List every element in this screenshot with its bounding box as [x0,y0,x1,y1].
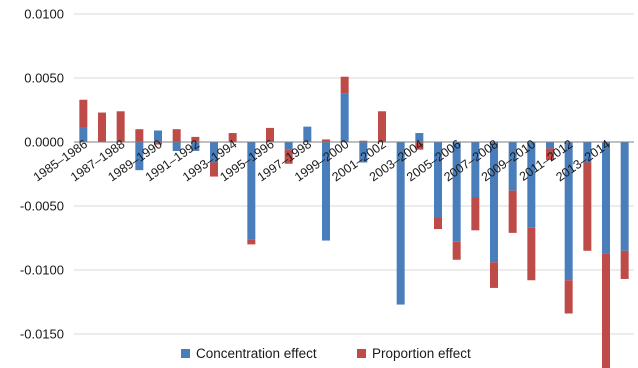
bar-concentration [508,142,517,191]
bar-proportion [378,111,386,142]
bar-concentration [79,127,88,142]
bar-proportion [471,197,480,231]
y-tick-label: -0.0150 [20,327,64,342]
bar-concentration [359,142,368,163]
bar-proportion [79,99,88,128]
bar-concentration [154,130,162,142]
y-tick-label: 0.0000 [24,135,64,150]
x-axis: 1985–19861987–19881989–19901991–19921993… [31,137,613,184]
bar-proportion [154,142,162,145]
bar-proportion [340,76,349,94]
bar-proportion [135,129,144,142]
y-tick-label: 0.0100 [24,7,64,22]
gridlines [74,13,634,335]
bar-concentration [210,142,218,163]
bar-proportion [434,217,442,230]
bar-proportion [284,149,293,164]
bar-proportion [415,142,424,150]
bar-concentration [322,142,330,241]
bar-concentration [303,126,312,142]
bar-proportion [508,190,517,233]
bar-proportion [359,140,368,142]
bar-proportion [191,136,200,142]
bar-concentration [434,142,442,218]
bar-concentration [564,142,573,281]
bar-concentration [247,142,256,240]
bar-concentration [415,133,424,142]
bar-concentration [490,142,498,263]
bar-concentration [396,142,405,305]
legend-label-proportion: Proportion effect [372,346,471,361]
legend-swatch-concentration [181,349,190,358]
y-axis: 0.0100 0.0050 0.0000 -0.0050 -0.0100 -0.0150 [20,7,64,342]
bar-proportion [172,129,181,142]
bar-concentration [620,142,629,251]
bar-proportion [546,148,554,160]
bar-proportion [564,280,573,314]
bar-proportion [266,127,274,142]
bar-concentration [602,142,610,254]
bars [79,76,629,368]
bar-proportion [602,253,610,368]
y-tick-label: -0.0050 [20,199,64,214]
bar-concentration [191,142,200,151]
bar-proportion [620,250,629,279]
bar-proportion [116,111,125,142]
bar-proportion [322,139,330,142]
bar-concentration [527,142,536,228]
bar-concentration [452,142,461,242]
bar-proportion [583,162,592,251]
bar-concentration [135,142,144,171]
bar-concentration [284,142,293,150]
bar-proportion [228,133,237,142]
bar-proportion [527,227,536,281]
bar-proportion [452,241,461,260]
legend: Concentration effect Proportion effect [181,346,471,361]
bar-proportion [210,162,218,177]
legend-swatch-proportion [357,349,366,358]
bar-concentration [172,142,181,151]
bar-concentration [471,142,480,198]
bar-proportion [98,112,106,142]
bar-proportion [247,239,256,245]
bar-proportion [490,262,498,288]
y-tick-label: -0.0100 [20,263,64,278]
legend-label-concentration: Concentration effect [196,346,317,361]
y-tick-label: 0.0050 [24,71,64,86]
bar-concentration [583,142,592,163]
bar-concentration [546,142,554,149]
bar-concentration [340,93,349,142]
